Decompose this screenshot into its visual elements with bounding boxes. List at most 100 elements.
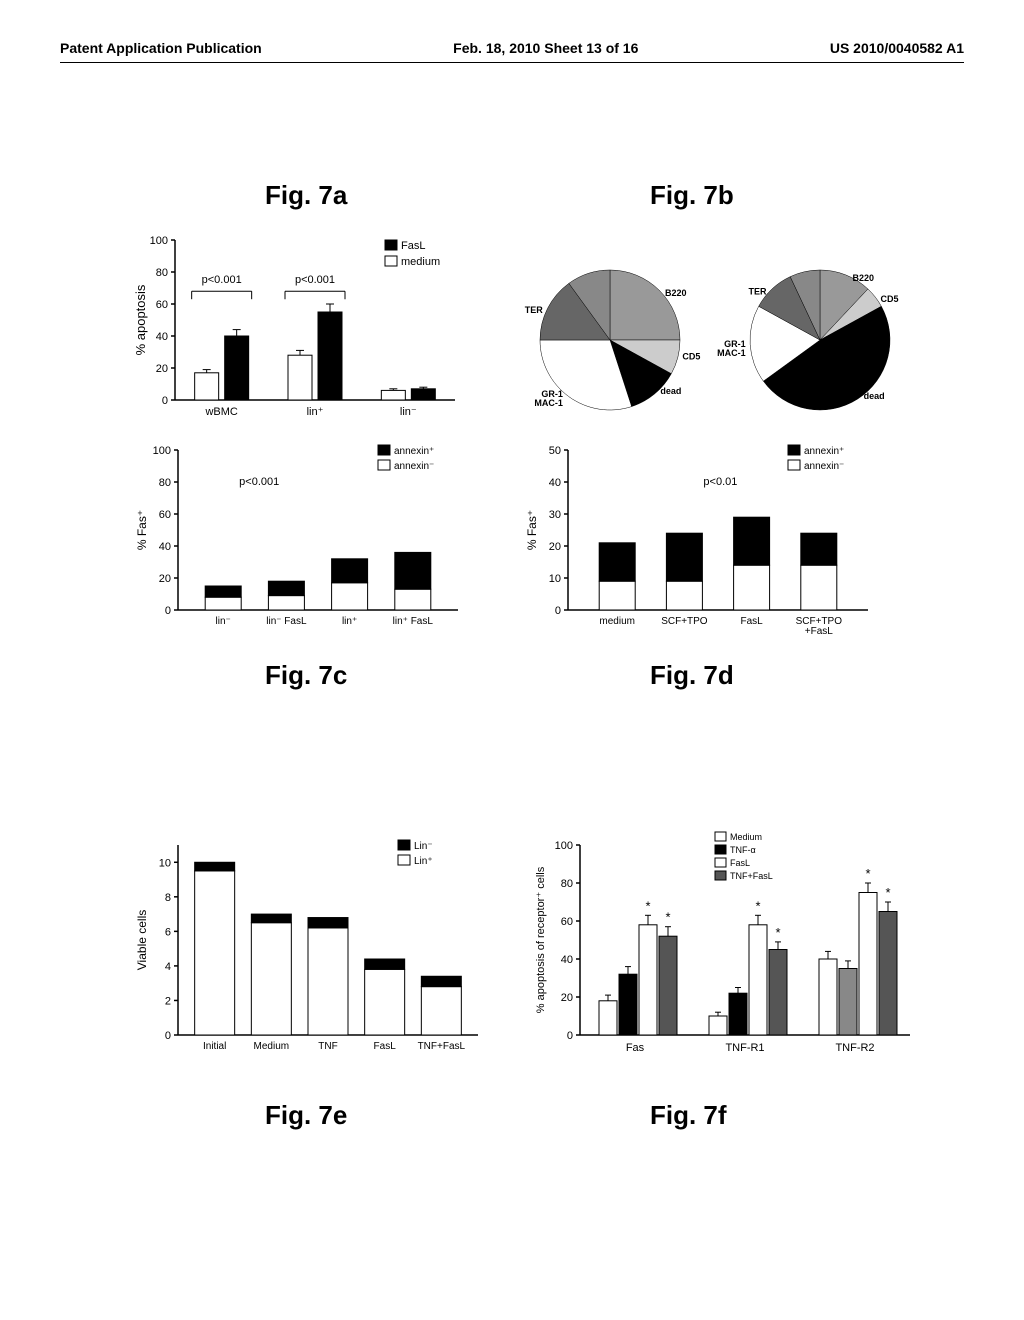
svg-text:Medium: Medium [254,1041,290,1052]
svg-text:TNF-α: TNF-α [730,845,756,855]
svg-text:FasL: FasL [730,858,750,868]
svg-text:TNF+FasL: TNF+FasL [730,871,773,881]
svg-text:*: * [645,898,650,913]
svg-text:20: 20 [156,363,168,375]
svg-text:0: 0 [567,1030,573,1042]
svg-text:10: 10 [549,573,561,585]
svg-text:B220: B220 [665,288,687,298]
svg-text:*: * [755,898,760,913]
fig7c-label: Fig. 7c [265,660,347,691]
svg-text:60: 60 [159,509,171,521]
svg-text:0: 0 [165,605,171,617]
svg-text:lin⁺: lin⁺ [342,616,357,627]
svg-text:Initial: Initial [203,1041,226,1052]
header-right: US 2010/0040582 A1 [830,40,964,56]
svg-text:Fas: Fas [626,1042,645,1054]
svg-text:8: 8 [165,892,171,904]
svg-text:*: * [665,910,670,925]
svg-text:lin⁻: lin⁻ [400,406,417,418]
svg-text:p<0.001: p<0.001 [239,476,279,488]
svg-text:100: 100 [150,235,168,247]
svg-text:TER: TER [748,287,767,297]
svg-text:0: 0 [555,605,561,617]
svg-text:60: 60 [156,299,168,311]
svg-text:20: 20 [561,992,573,1004]
svg-text:TNF: TNF [318,1041,337,1052]
svg-text:SCF+TPO+FasL: SCF+TPO+FasL [796,616,843,637]
svg-text:p<0.001: p<0.001 [202,274,242,286]
svg-text:10: 10 [159,857,171,869]
svg-text:0: 0 [165,1030,171,1042]
svg-text:CD5: CD5 [881,294,899,304]
svg-text:*: * [775,925,780,940]
svg-text:FasL: FasL [401,240,425,252]
svg-text:annexin⁺: annexin⁺ [804,446,844,457]
svg-text:B220: B220 [852,273,874,283]
svg-text:40: 40 [156,331,168,343]
svg-text:CD5: CD5 [682,352,700,362]
fig7f-label: Fig. 7f [650,1100,727,1131]
svg-text:p<0.01: p<0.01 [703,476,737,488]
svg-text:100: 100 [555,840,573,852]
fig7b-chart: B220 CD5 dead GR-1MAC-1 TER B220 CD5 dead GR-1MA… [520,255,940,425]
fig7f-chart: 0 20 40 60 80 100 % apoptosis of receptor⁺ cel… [530,830,930,1080]
fig7e-chart: 0 2 4 6 8 10 Viable cells Initial Medium TNF FasL T… [130,830,510,1080]
svg-text:% apoptosis of receptor⁺ cells: % apoptosis of receptor⁺ cells [535,866,547,1013]
svg-text:lin⁺: lin⁺ [307,406,324,418]
svg-text:wBMC: wBMC [204,406,237,418]
fig7d-label: Fig. 7d [650,660,734,691]
svg-text:50: 50 [549,445,561,457]
svg-text:p<0.001: p<0.001 [295,274,335,286]
svg-text:annexin⁻: annexin⁻ [394,461,434,472]
svg-text:Medium: Medium [730,832,762,842]
svg-text:4: 4 [165,961,171,973]
svg-text:SCF+TPO: SCF+TPO [661,616,708,627]
svg-text:Lin⁻: Lin⁻ [414,841,433,852]
svg-text:100: 100 [153,445,171,457]
svg-text:20: 20 [549,541,561,553]
fig7d-chart: 0 10 20 30 40 50 % Fas⁺ medium SCF+TPO FasL SCF+TP… [520,435,900,645]
svg-text:% apoptosis: % apoptosis [133,284,148,355]
svg-text:medium: medium [599,616,635,627]
svg-text:TNF-R1: TNF-R1 [725,1042,764,1054]
svg-text:% Fas⁺: % Fas⁺ [135,510,149,550]
svg-text:*: * [865,866,870,881]
svg-text:lin⁻ FasL: lin⁻ FasL [266,616,307,627]
svg-text:dead: dead [660,386,681,396]
svg-text:FasL: FasL [374,1041,397,1052]
svg-text:FasL: FasL [740,616,763,627]
svg-text:80: 80 [159,477,171,489]
fig7b-label: Fig. 7b [650,180,734,211]
svg-text:lin⁻: lin⁻ [216,616,231,627]
svg-text:GR-1MAC-1: GR-1MAC-1 [534,389,563,408]
svg-text:TNF-R2: TNF-R2 [835,1042,874,1054]
fig7c-chart: 0 20 40 60 80 100 % Fas⁺ lin⁻ lin⁻ FasL lin⁺ lin⁺ … [130,435,490,645]
page-header: Patent Application Publication Feb. 18, … [60,40,964,63]
svg-text:*: * [885,885,890,900]
svg-text:30: 30 [549,509,561,521]
header-center: Feb. 18, 2010 Sheet 13 of 16 [453,40,638,56]
header-left: Patent Application Publication [60,40,262,56]
svg-text:lin⁺ FasL: lin⁺ FasL [393,616,434,627]
svg-text:6: 6 [165,926,171,938]
svg-text:TNF+FasL: TNF+FasL [418,1041,466,1052]
svg-text:40: 40 [549,477,561,489]
svg-text:annexin⁺: annexin⁺ [394,446,434,457]
svg-text:Viable cells: Viable cells [135,910,149,970]
fig7e-label: Fig. 7e [265,1100,347,1131]
svg-text:annexin⁻: annexin⁻ [804,461,844,472]
svg-text:GR-1MAC-1: GR-1MAC-1 [717,339,746,358]
svg-text:2: 2 [165,995,171,1007]
svg-text:20: 20 [159,573,171,585]
fig7a-chart: 020406080100% apoptosiswBMClin⁺lin⁻p<0.0… [130,225,490,435]
svg-text:0: 0 [162,395,168,407]
svg-text:40: 40 [159,541,171,553]
svg-text:40: 40 [561,954,573,966]
svg-text:Lin⁺: Lin⁺ [414,856,433,867]
svg-text:TER: TER [525,305,544,315]
svg-text:80: 80 [561,878,573,890]
svg-text:% Fas⁺: % Fas⁺ [525,510,539,550]
svg-text:60: 60 [561,916,573,928]
fig7a-label: Fig. 7a [265,180,347,211]
svg-text:dead: dead [864,391,885,401]
